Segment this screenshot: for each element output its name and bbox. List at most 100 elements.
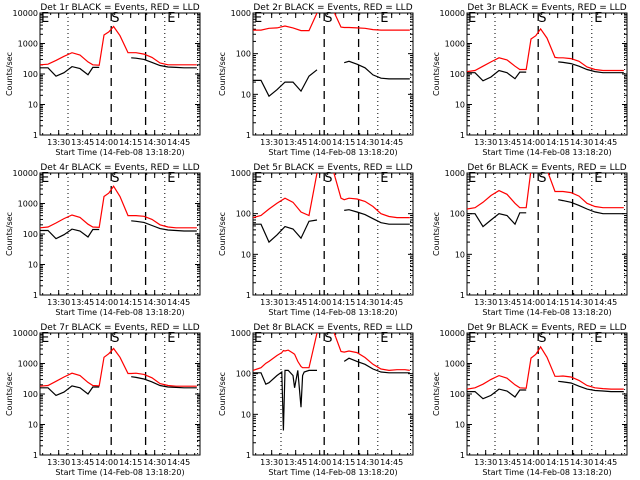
- y-axis-label: Counts/sec: [218, 212, 227, 256]
- y-tick-label: 100: [450, 70, 465, 79]
- x-axis-label: Start Time (14-Feb-08 13:18:20): [268, 148, 397, 157]
- marker-S: S: [324, 331, 332, 346]
- series-line-events: [40, 376, 197, 397]
- x-tick-label: 13:45: [71, 298, 94, 307]
- y-tick-label: 100: [450, 210, 465, 219]
- marker-E-right: E: [167, 331, 175, 346]
- y-axis-label: Counts/sec: [218, 372, 227, 416]
- x-tick-label: 14:15: [332, 138, 355, 147]
- panel-det-6: Det 6r BLACK = Events, RED = LLD 1 10 100 10…: [432, 163, 628, 317]
- series-line-lld: [467, 345, 624, 390]
- panel-det-2: Det 2r BLACK = Events, RED = LLD 1 10 100 10…: [218, 3, 414, 157]
- y-tick-label: 10000: [440, 329, 465, 338]
- x-axis-label: Start Time (14-Feb-08 13:18:20): [482, 308, 611, 317]
- panel-title: Det 9r BLACK = Events, RED = LLD: [467, 323, 626, 333]
- x-tick-label: 14:00: [522, 458, 545, 467]
- x-tick-label: 13:30: [474, 458, 497, 467]
- x-tick-label: 14:15: [332, 458, 355, 467]
- marker-S: S: [111, 331, 119, 346]
- y-tick-label: 1: [460, 291, 465, 300]
- marker-E-left: E: [41, 171, 49, 186]
- x-tick-label: 13:45: [284, 138, 307, 147]
- series-line-lld: [467, 27, 624, 73]
- x-tick-label: 14:30: [356, 138, 379, 147]
- marker-E-left: E: [468, 11, 476, 26]
- series-line-events: [253, 357, 410, 431]
- series-line-events: [40, 57, 197, 77]
- x-tick-label: 14:30: [356, 458, 379, 467]
- marker-E-right: E: [594, 11, 602, 26]
- y-tick-label: 10: [28, 101, 38, 110]
- y-tick-label: 100: [23, 70, 38, 79]
- x-tick-label: 14:00: [95, 298, 118, 307]
- marker-S: S: [324, 11, 332, 26]
- y-tick-label: 10: [455, 421, 465, 430]
- y-tick-label: 100: [23, 230, 38, 239]
- y-tick-label: 1: [246, 451, 251, 460]
- y-tick-label: 1000: [445, 169, 465, 178]
- y-tick-label: 10: [241, 250, 251, 259]
- x-tick-label: 13:45: [498, 458, 521, 467]
- y-axis-label: Counts/sec: [432, 212, 441, 256]
- x-tick-label: 14:15: [119, 298, 142, 307]
- marker-S: S: [111, 11, 119, 26]
- panel-title: Det 6r BLACK = Events, RED = LLD: [467, 163, 626, 173]
- panel-det-1: Det 1r BLACK = Events, RED = LLD 1 10 100 10…: [5, 3, 201, 157]
- marker-E-right: E: [594, 331, 602, 346]
- panel-det-8: Det 8r BLACK = Events, RED = LLD 1 10 100 10…: [218, 323, 414, 477]
- panel-det-7: Det 7r BLACK = Events, RED = LLD 1 10 100 10…: [5, 323, 201, 477]
- x-tick-label: 13:30: [47, 138, 70, 147]
- x-tick-label: 14:00: [95, 458, 118, 467]
- x-tick-label: 14:15: [546, 458, 569, 467]
- y-tick-label: 1: [460, 131, 465, 140]
- x-tick-label: 14:30: [570, 458, 593, 467]
- x-tick-label: 14:00: [95, 138, 118, 147]
- x-tick-label: 14:00: [308, 298, 331, 307]
- y-tick-label: 10: [28, 421, 38, 430]
- x-tick-label: 13:30: [474, 138, 497, 147]
- series-line-events: [40, 220, 197, 240]
- plot-frame: [252, 172, 414, 296]
- x-tick-label: 13:30: [474, 298, 497, 307]
- x-tick-label: 14:00: [308, 138, 331, 147]
- x-tick-label: 13:30: [260, 458, 283, 467]
- panel-det-4: Det 4r BLACK = Events, RED = LLD 1 10 100 10…: [5, 163, 201, 317]
- x-axis-label: Start Time (14-Feb-08 13:18:20): [482, 148, 611, 157]
- x-tick-label: 13:30: [260, 298, 283, 307]
- x-tick-label: 14:00: [308, 458, 331, 467]
- plot-frame: [466, 12, 628, 136]
- series-line-lld: [253, 333, 410, 372]
- series-line-events: [467, 199, 624, 228]
- x-axis-label: Start Time (14-Feb-08 13:18:20): [55, 468, 184, 477]
- series-line-lld: [467, 173, 624, 210]
- y-tick-label: 100: [450, 390, 465, 399]
- panel-title: Det 1r BLACK = Events, RED = LLD: [40, 3, 199, 13]
- panel-title: Det 4r BLACK = Events, RED = LLD: [40, 163, 199, 173]
- x-tick-label: 14:45: [167, 138, 190, 147]
- x-tick-label: 14:30: [143, 138, 166, 147]
- x-tick-label: 13:45: [71, 458, 94, 467]
- marker-E-right: E: [167, 11, 175, 26]
- y-tick-label: 100: [236, 50, 251, 59]
- x-tick-label: 13:45: [498, 138, 521, 147]
- marker-E-right: E: [380, 11, 388, 26]
- series-line-events: [467, 61, 624, 82]
- x-axis-label: Start Time (14-Feb-08 13:18:20): [268, 308, 397, 317]
- x-axis-label: Start Time (14-Feb-08 13:18:20): [268, 468, 397, 477]
- marker-E-left: E: [41, 11, 49, 26]
- panel-title: Det 5r BLACK = Events, RED = LLD: [253, 163, 412, 173]
- marker-S: S: [538, 171, 546, 186]
- x-axis-label: Start Time (14-Feb-08 13:18:20): [482, 468, 611, 477]
- x-tick-label: 14:15: [119, 458, 142, 467]
- marker-E-left: E: [41, 331, 49, 346]
- x-tick-label: 14:45: [380, 138, 403, 147]
- y-tick-label: 1000: [18, 360, 38, 369]
- y-axis-label: Counts/sec: [218, 52, 227, 96]
- plot-frame: [252, 12, 414, 136]
- x-tick-label: 14:30: [570, 298, 593, 307]
- x-tick-label: 14:15: [332, 298, 355, 307]
- y-tick-label: 10000: [13, 9, 38, 18]
- x-tick-label: 13:45: [284, 298, 307, 307]
- y-tick-label: 100: [236, 370, 251, 379]
